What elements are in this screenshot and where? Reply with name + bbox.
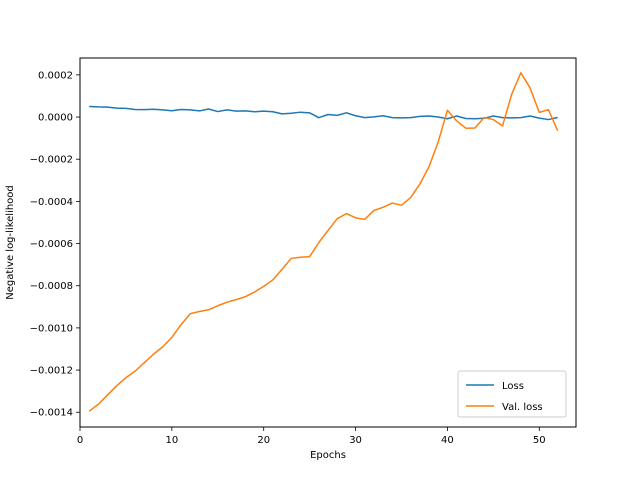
y-tick-label: 0.0002 bbox=[38, 70, 73, 81]
x-tick-label: 40 bbox=[441, 435, 454, 446]
y-tick-label: 0.0000 bbox=[38, 113, 73, 124]
x-tick-label: 20 bbox=[257, 435, 270, 446]
x-tick-label: 50 bbox=[533, 435, 546, 446]
x-tick-label: 10 bbox=[165, 435, 178, 446]
y-axis-ticks: 0.0002 0.0000 −0.0002 −0.0004 −0.0006 −0.0008… bbox=[30, 70, 80, 419]
legend-label: Loss bbox=[502, 381, 524, 392]
x-tick-label: 30 bbox=[349, 435, 362, 446]
y-axis-label: Negative log-likelihood bbox=[5, 185, 16, 300]
y-tick-label: −0.0012 bbox=[30, 366, 73, 377]
y-tick-label: −0.0010 bbox=[30, 323, 73, 334]
x-axis-ticks: 0 10 20 30 40 50 bbox=[77, 427, 546, 446]
legend-label: Val. loss bbox=[502, 402, 543, 413]
y-tick-label: −0.0014 bbox=[30, 408, 73, 419]
y-tick-label: −0.0006 bbox=[30, 239, 73, 250]
x-tick-label: 0 bbox=[77, 435, 83, 446]
series-line-val-loss bbox=[88, 72, 559, 412]
plot-area-frame bbox=[79, 57, 577, 428]
legend: Loss Val. loss bbox=[457, 370, 567, 418]
y-tick-label: −0.0004 bbox=[30, 197, 73, 208]
x-axis-label: Epochs bbox=[310, 450, 346, 461]
y-tick-label: −0.0002 bbox=[30, 155, 73, 166]
y-tick-label: −0.0008 bbox=[30, 281, 73, 292]
series-line-loss bbox=[89, 105, 558, 121]
series-layer bbox=[88, 72, 559, 412]
